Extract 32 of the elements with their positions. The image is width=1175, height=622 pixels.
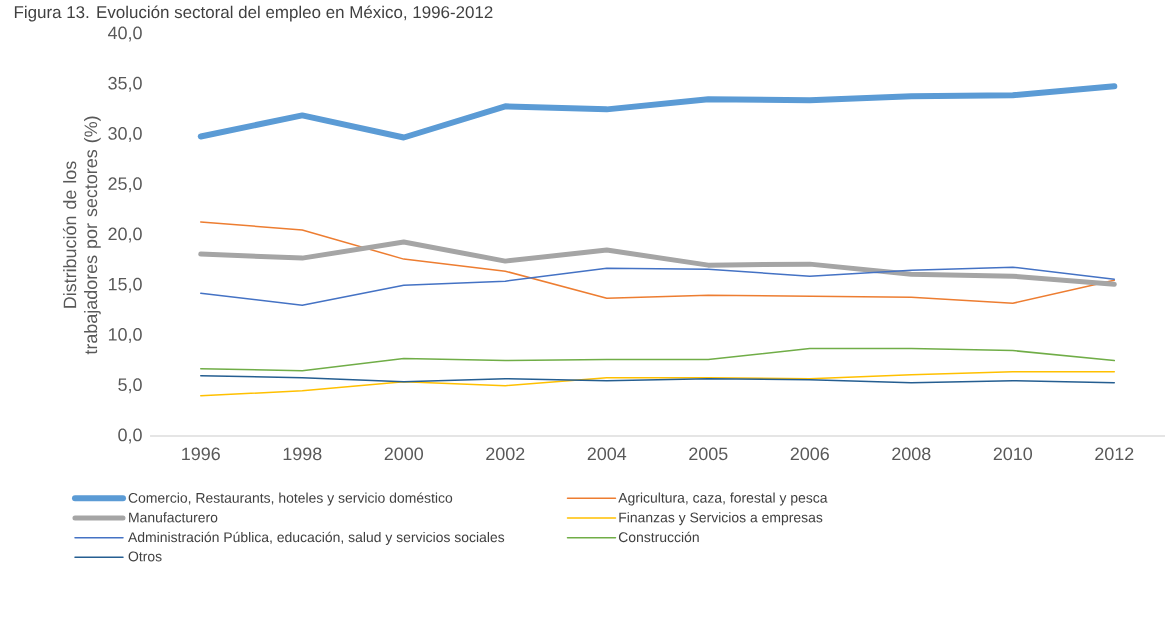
x-tick-label: 2008 [892, 447, 931, 461]
legend-label: Finanzas y Servicios a empresas [619, 512, 823, 526]
x-tick-label: 1998 [283, 447, 322, 461]
x-tick-label: 2002 [486, 447, 525, 461]
y-tick-label: 30,0 [108, 127, 142, 142]
legend-label: Administración Pública, educación, salud y servicios sociales [128, 531, 505, 545]
legend-label: Comercio, Restaurants, hoteles y servicio doméstico [128, 492, 453, 506]
legend-label: Manufacturero [129, 512, 218, 523]
x-tick-label: 2005 [689, 447, 728, 461]
y-tick-label: 40,0 [107, 26, 142, 42]
y-tick-label: 5,0 [118, 378, 142, 394]
chart-title: Figura 13. Evolución sectoral del empleo en México, 1996-2012 [14, 5, 493, 22]
legend-label: Otros [128, 551, 162, 562]
line-series [200, 266, 1116, 307]
y-tick-label: 15,0 [108, 277, 142, 293]
y-axis-title: Distribución de los trabajadores por sectores (%) [62, 116, 101, 355]
x-tick-label: 2012 [1095, 447, 1134, 461]
y-tick-label: 10,0 [108, 328, 142, 343]
y-tick-label: 25,0 [108, 177, 142, 193]
x-tick-label: 2000 [384, 447, 424, 461]
line-series [200, 374, 1116, 384]
legend-label: Construcción [618, 531, 699, 543]
x-tick-label: 2006 [790, 447, 829, 461]
x-tick-label: 2004 [587, 447, 627, 461]
y-tick-label: 0,0 [118, 428, 142, 444]
x-tick-label: 2010 [993, 447, 1033, 461]
legend-label: Agricultura, caza, forestal y pesca [618, 492, 828, 506]
x-tick-label: 1996 [182, 447, 220, 461]
line-series [200, 347, 1116, 372]
line-series [200, 370, 1116, 397]
y-tick-label: 20,0 [108, 227, 142, 243]
y-tick-label: 35,0 [108, 76, 142, 92]
